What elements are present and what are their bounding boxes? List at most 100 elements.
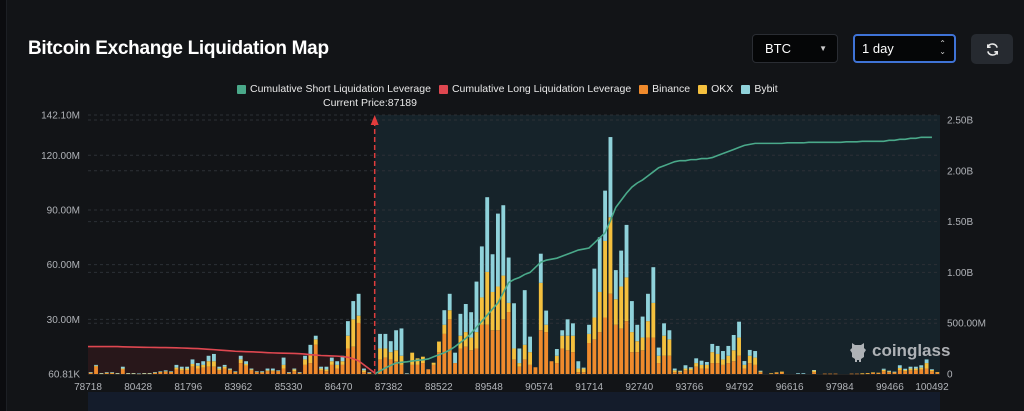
x-tick-label: 85330: [275, 382, 303, 393]
legend-label: Bybit: [754, 83, 778, 95]
legend-item-long[interactable]: Cumulative Long Liquidation Leverage: [438, 83, 631, 95]
bar-bybit: [538, 253, 543, 283]
bar-binance: [592, 339, 597, 374]
y-right-tick-label: 0: [947, 370, 953, 381]
bar-bybit: [881, 368, 886, 370]
bar-binance: [544, 332, 549, 374]
bar-binance: [871, 372, 875, 374]
y-left-tick-label: 120.00M: [41, 151, 80, 162]
bar-bybit: [179, 366, 184, 369]
legend-item-bybit[interactable]: Bybit: [741, 83, 778, 95]
coin-select[interactable]: BTC ▼: [752, 34, 838, 63]
bar-binance: [662, 355, 666, 374]
bar-okx: [399, 355, 404, 365]
bar-binance: [721, 364, 725, 374]
legend-item-okx[interactable]: OKX: [698, 83, 733, 95]
bar-bybit: [474, 281, 479, 333]
bar-binance: [110, 373, 115, 374]
bar-okx: [233, 371, 238, 373]
y-right-tick-label: 2.00B: [947, 166, 973, 177]
cumulative-short-line: [374, 136, 932, 375]
range-select[interactable]: 1 day ⌃ ⌄: [853, 34, 956, 63]
y-right-tick-label: 1.50B: [947, 217, 973, 228]
bar-okx: [571, 335, 575, 353]
bar-binance: [437, 352, 441, 374]
bar-okx: [597, 291, 602, 333]
bar-binance: [667, 355, 672, 374]
bar-binance: [158, 372, 163, 374]
bar-okx: [335, 364, 340, 369]
bar-okx: [308, 353, 313, 364]
bar-bybit: [587, 324, 591, 334]
bar-binance: [812, 372, 817, 374]
bar-okx: [206, 361, 211, 367]
bar-binance: [233, 372, 238, 374]
bar-binance: [710, 363, 715, 374]
long-area: [88, 346, 375, 374]
bar-binance: [603, 317, 608, 374]
bar-bybit: [571, 323, 575, 336]
bar-bybit: [930, 369, 934, 370]
refresh-button[interactable]: [971, 34, 1013, 64]
legend-swatch: [438, 84, 448, 94]
legend-item-short[interactable]: Cumulative Short Liquidation Leverage: [237, 83, 431, 95]
bar-binance: [849, 373, 854, 375]
bar-okx: [812, 370, 817, 373]
bar-okx: [640, 337, 645, 351]
bar-okx: [222, 366, 227, 369]
bar-okx: [678, 371, 683, 373]
bar-binance: [190, 366, 195, 374]
bar-bybit: [694, 358, 699, 364]
bar-okx: [110, 372, 115, 374]
bar-okx: [662, 335, 666, 356]
bar-binance: [930, 371, 934, 374]
bar-bybit: [88, 372, 93, 373]
bar-bybit: [104, 372, 109, 373]
bar-okx: [892, 371, 897, 373]
bar-bybit: [554, 349, 559, 356]
bar-binance: [238, 363, 243, 374]
bar-binance: [881, 371, 886, 374]
bar-okx: [897, 367, 902, 371]
bar-binance: [554, 363, 559, 374]
bar-bybit: [447, 293, 452, 311]
bar-binance: [565, 350, 570, 374]
legend-item-binance[interactable]: Binance: [639, 83, 690, 95]
bar-bybit: [99, 373, 104, 374]
bar-binance: [549, 361, 554, 374]
bar-binance: [517, 366, 522, 374]
bar-bybit: [619, 250, 624, 287]
bar-binance: [351, 346, 356, 374]
bar-okx: [646, 321, 650, 338]
legend-swatch: [237, 84, 246, 94]
bar-okx: [313, 339, 318, 345]
data-zoom-slider[interactable]: [88, 392, 940, 411]
bar-binance: [249, 370, 254, 374]
bar-binance: [447, 319, 452, 374]
bar-okx: [179, 368, 184, 371]
bar-okx: [104, 372, 109, 374]
bar-okx: [153, 372, 157, 374]
bar-okx: [512, 348, 516, 360]
bar-okx: [554, 355, 559, 364]
bar-okx: [758, 371, 763, 373]
bar-binance: [908, 370, 913, 374]
bar-bybit: [646, 293, 650, 322]
up-down-chevron-icon: ⌃ ⌄: [939, 39, 946, 56]
bar-binance: [624, 321, 629, 374]
bar-bybit: [651, 267, 656, 303]
bar-bybit: [576, 361, 581, 369]
bar-okx: [715, 353, 720, 364]
bar-binance: [876, 373, 881, 374]
bar-okx: [565, 335, 570, 351]
bar-binance: [276, 371, 281, 374]
bar-okx: [479, 297, 484, 325]
bar-okx: [688, 368, 693, 371]
bar-binance: [919, 369, 924, 374]
bar-bybit: [801, 373, 806, 374]
bar-okx: [656, 355, 661, 364]
bar-okx: [881, 369, 886, 372]
bar-binance: [399, 364, 404, 374]
bar-binance: [474, 348, 479, 374]
bar-binance: [640, 350, 645, 374]
